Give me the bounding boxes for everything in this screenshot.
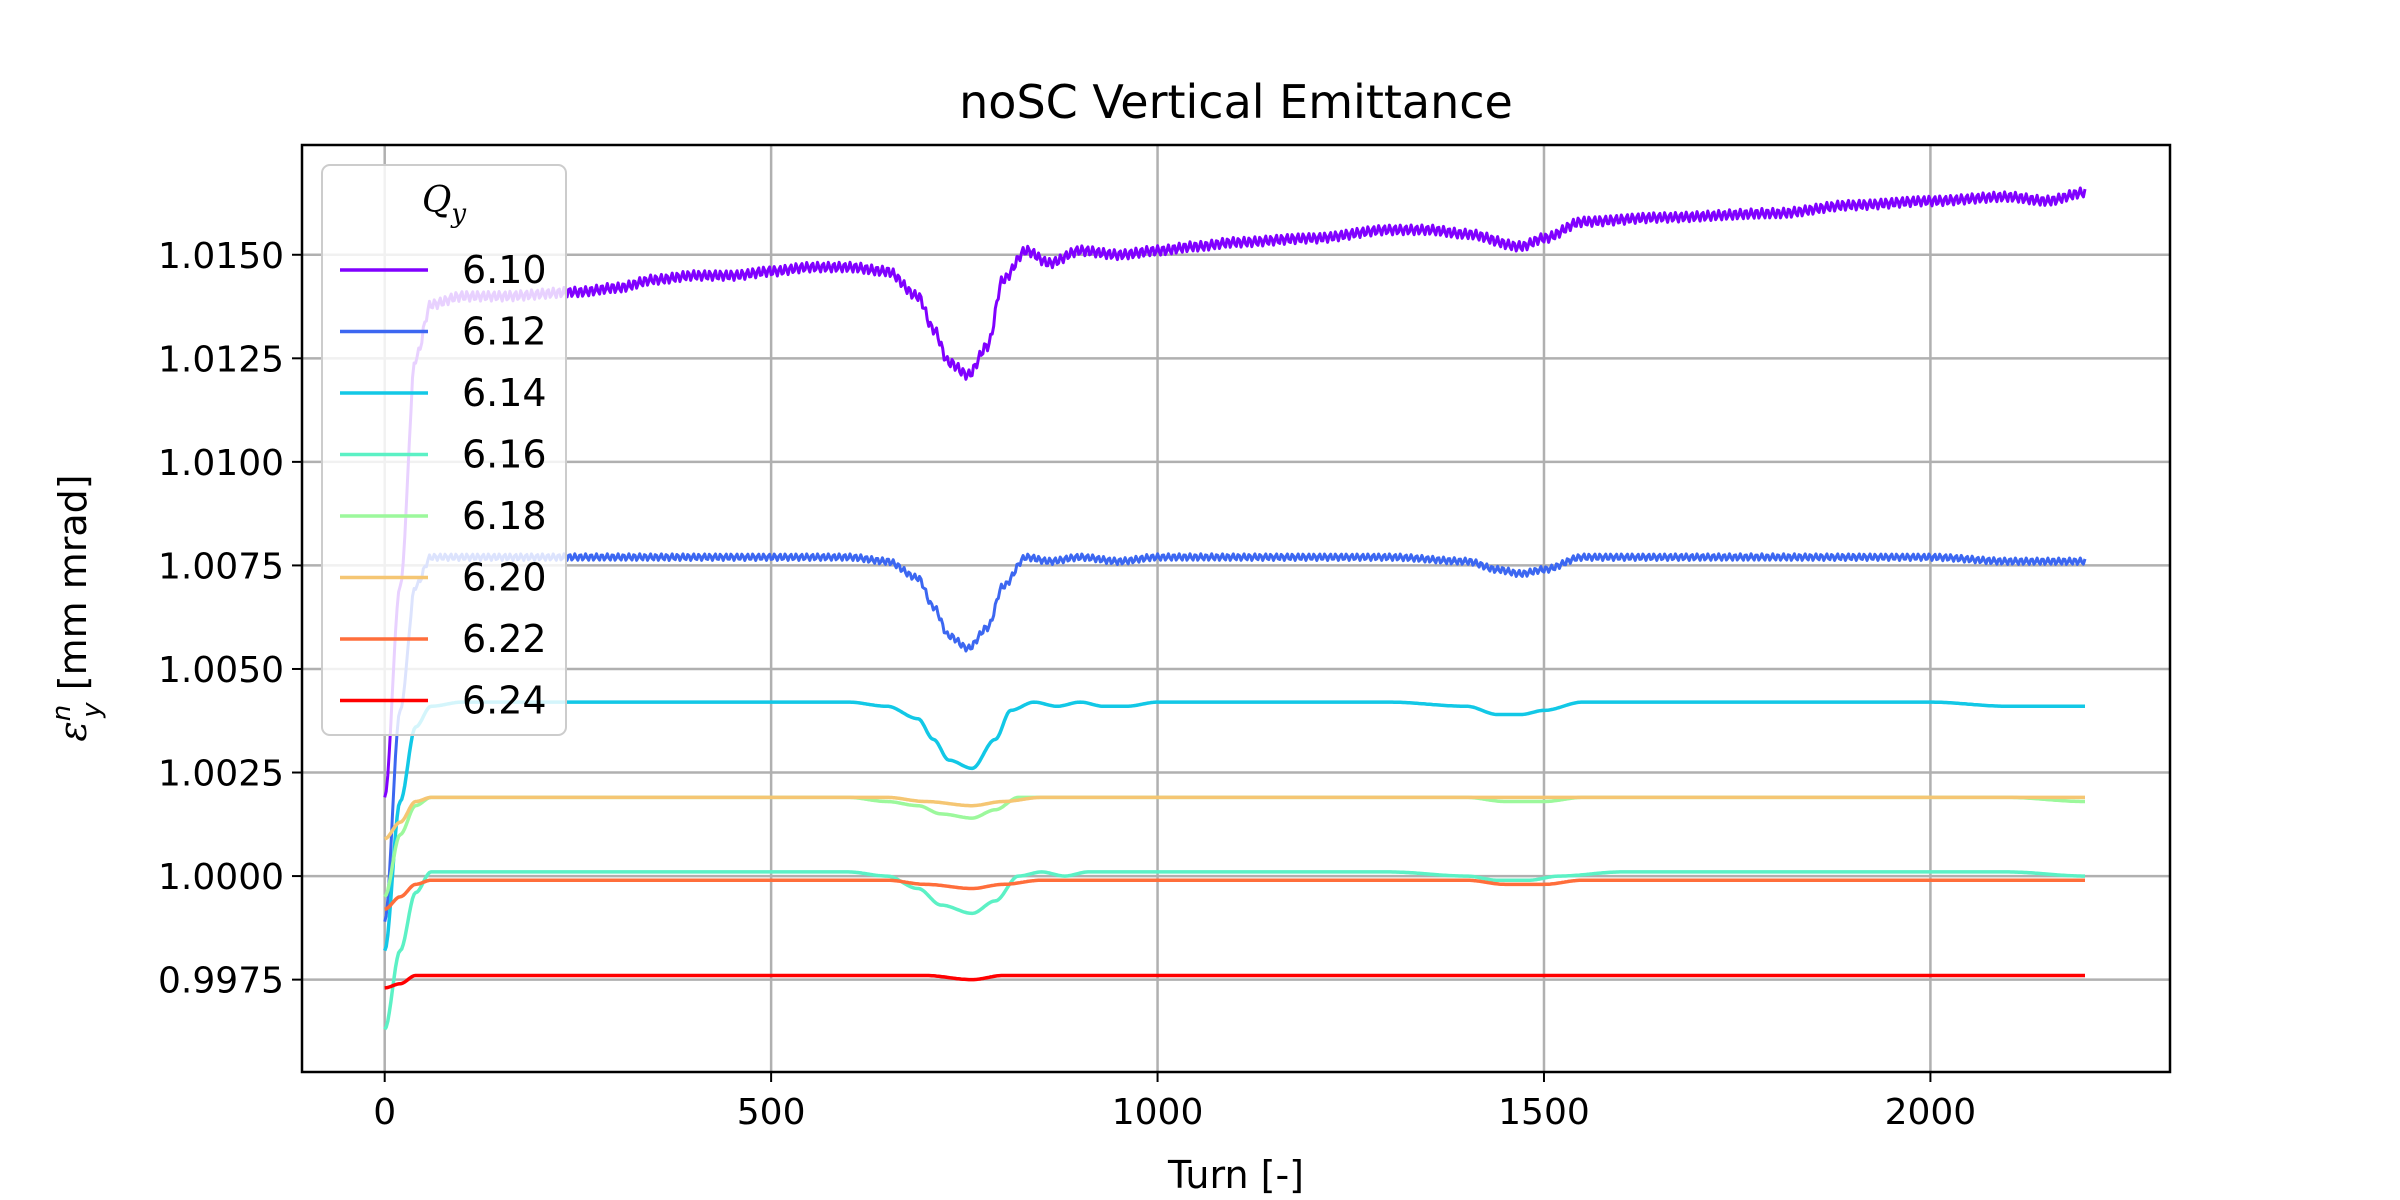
legend-entries: 6.10 6.12 6.14 6.16 6.18 6.20 6.22 6.24	[340, 248, 547, 723]
series-line-6-16	[383, 870, 2086, 1031]
series-line-6-12	[383, 552, 2087, 922]
svg-text:εny [mm mrad]: εny [mm mrad]	[47, 474, 107, 741]
y-axis-symbol: ε	[51, 721, 95, 741]
y-axis-unit: [mm mrad]	[51, 474, 95, 690]
y-tick-label: 1.0125	[158, 339, 284, 380]
legend-label: 6.24	[462, 679, 547, 723]
x-tick-label: 2000	[1885, 1092, 1977, 1133]
series-line-6-24	[384, 973, 2086, 990]
series-layer	[383, 186, 2087, 1031]
y-tick-label: 1.0025	[158, 754, 284, 795]
y-axis-subscript: y	[77, 702, 107, 719]
x-axis: 0 500 1000 1500 2000	[373, 1072, 1976, 1133]
series-line-6-10	[383, 186, 2087, 798]
series-line-6-14	[383, 700, 2086, 952]
series-line-6-22	[384, 878, 2086, 911]
series-line-6-20	[384, 795, 2086, 841]
chart-title: noSC Vertical Emittance	[959, 75, 1513, 129]
y-tick-label: 1.0075	[158, 546, 284, 587]
legend-label: 6.10	[462, 248, 547, 292]
y-tick-label: 1.0150	[158, 236, 284, 277]
legend-label: 6.18	[462, 494, 547, 538]
y-tick-label: 0.9975	[158, 961, 284, 1002]
legend-label: 6.12	[462, 310, 547, 354]
x-tick-label: 500	[737, 1092, 806, 1133]
legend: Qy 6.10 6.12 6.14 6.16 6.18 6.20 6.22 6.24	[321, 164, 567, 736]
y-axis: 0.9975 1.0000 1.0025 1.0050 1.0075 1.0100 1.01…	[158, 236, 302, 1002]
legend-title: Qy	[422, 180, 467, 229]
y-tick-label: 1.0050	[158, 650, 284, 691]
y-axis-superscript: n	[47, 705, 77, 721]
legend-label: 6.22	[462, 617, 547, 661]
legend-box	[321, 164, 567, 736]
y-tick-label: 1.0100	[158, 443, 284, 484]
x-tick-label: 1500	[1498, 1092, 1590, 1133]
legend-label: 6.16	[462, 433, 547, 477]
y-axis-title: εny [mm mrad]	[47, 474, 107, 741]
legend-label: 6.20	[462, 556, 547, 600]
plot-frame	[300, 143, 2172, 1074]
legend-label: 6.14	[462, 371, 547, 415]
grid	[302, 145, 2170, 1072]
x-tick-label: 0	[373, 1092, 396, 1133]
x-tick-label: 1000	[1112, 1092, 1204, 1133]
y-tick-label: 1.0000	[158, 857, 284, 898]
x-axis-title: Turn [-]	[1167, 1153, 1304, 1197]
